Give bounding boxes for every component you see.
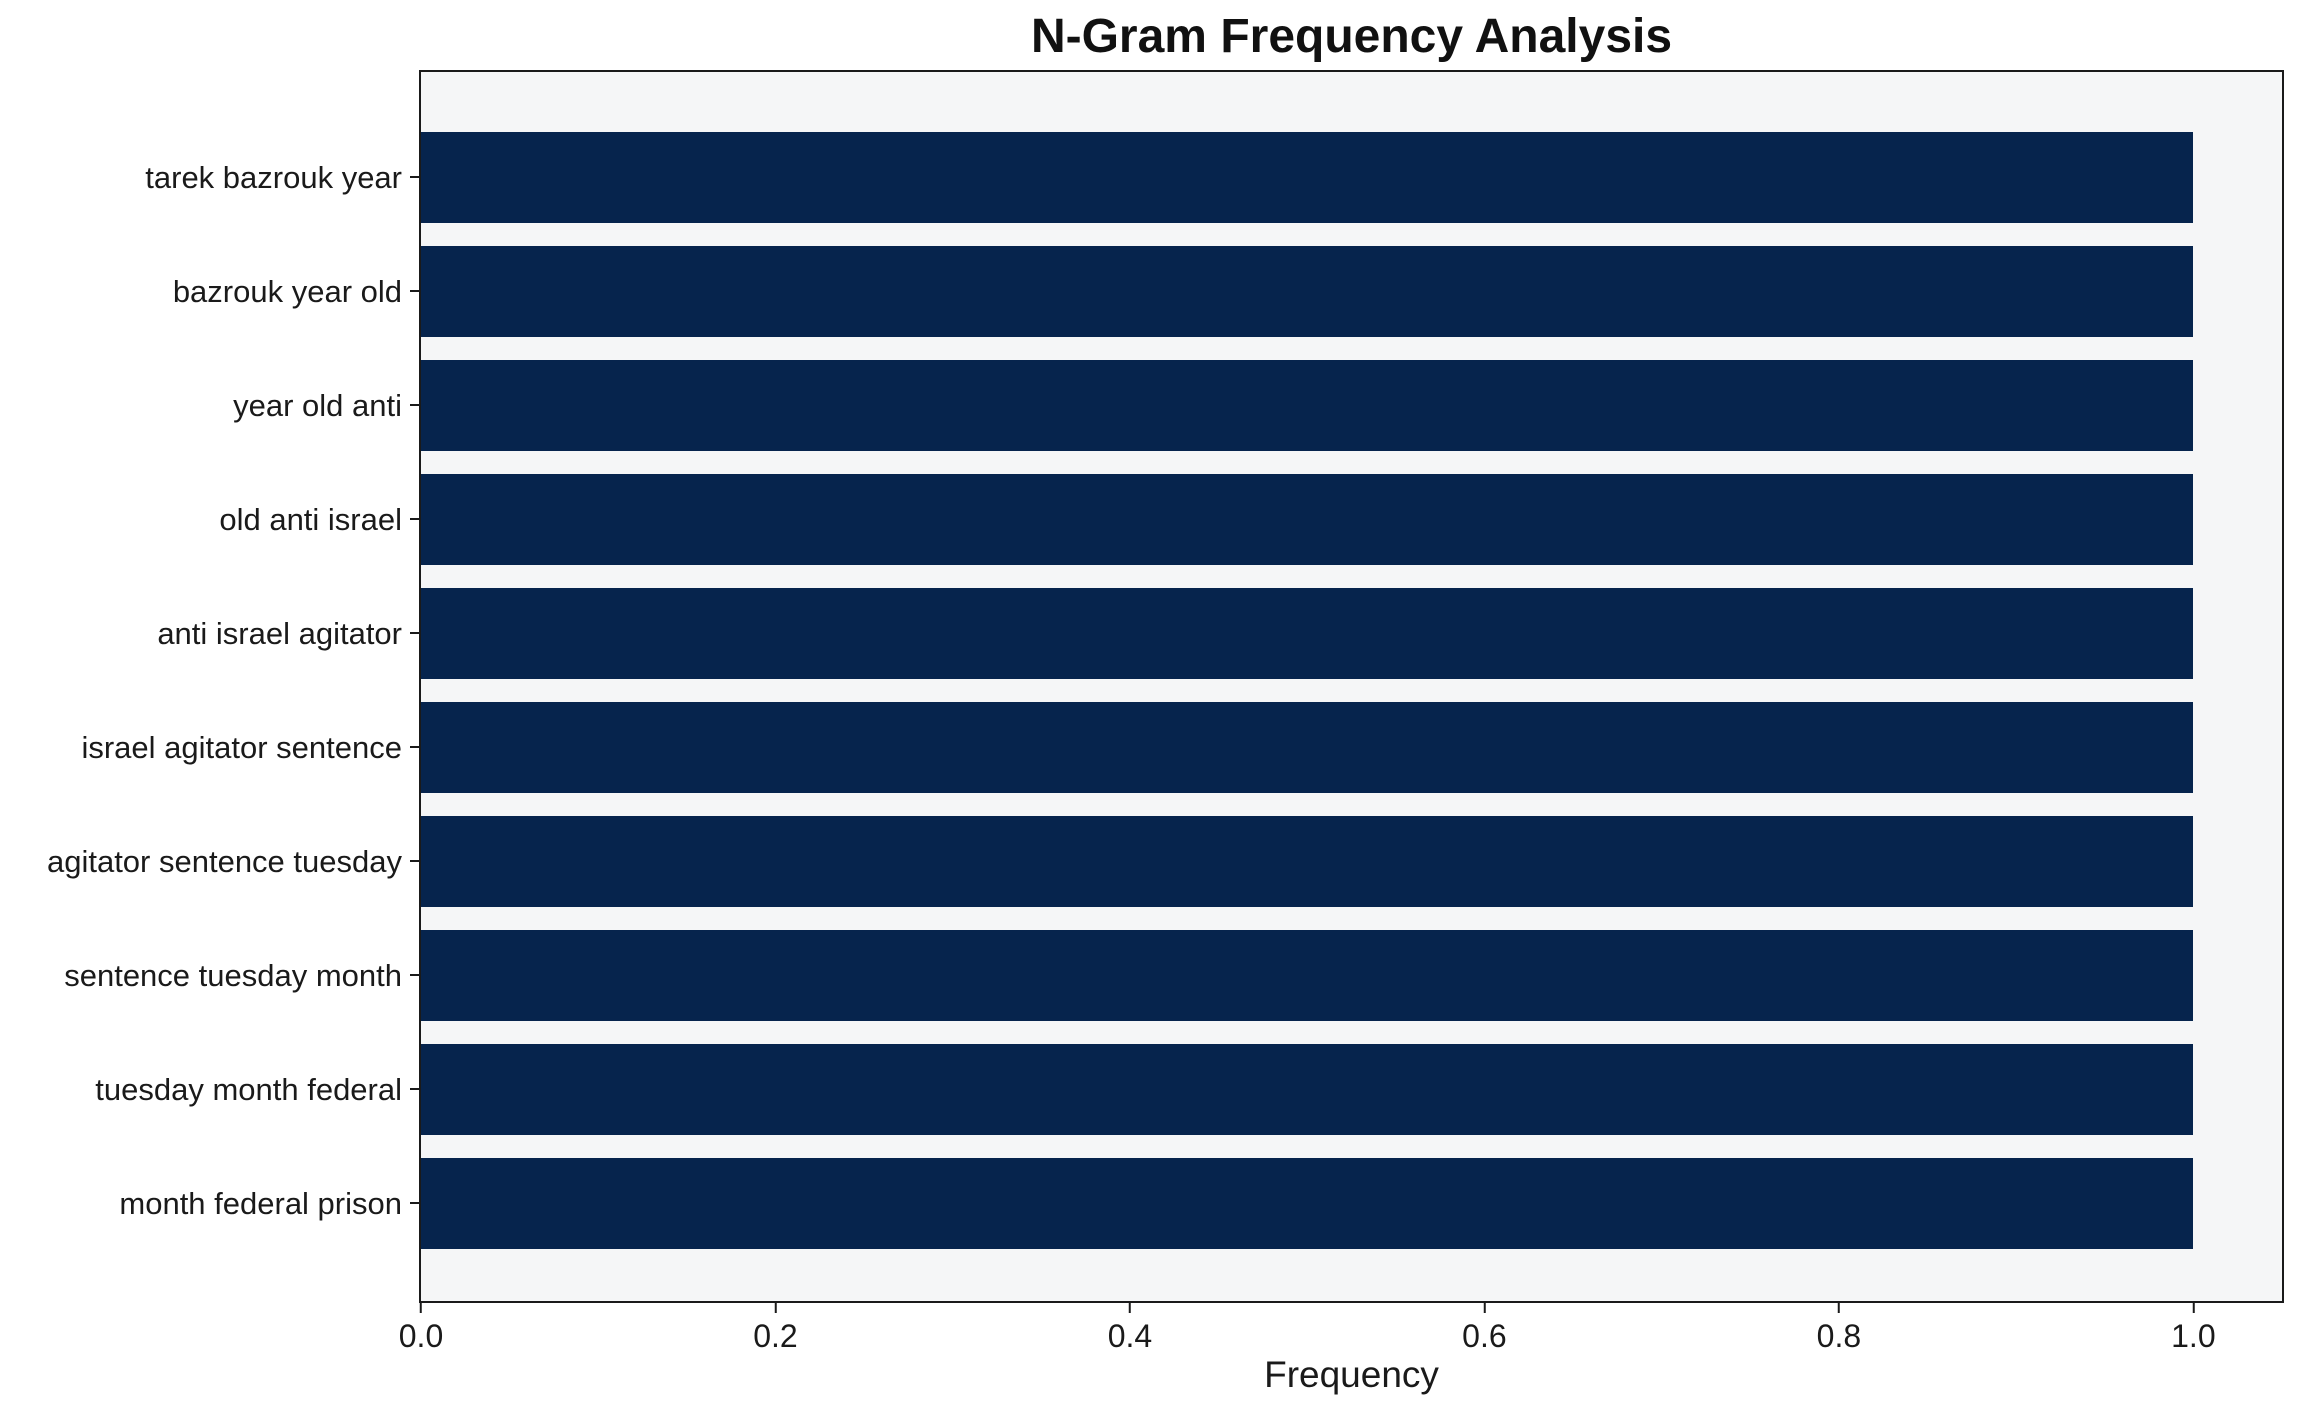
bar-series <box>421 72 2282 1301</box>
bar <box>421 929 2194 1021</box>
bar-row <box>421 918 2282 1032</box>
x-tick: 0.2 <box>753 1303 798 1354</box>
x-tick-mark <box>1483 1303 1486 1313</box>
bar-row <box>421 120 2282 234</box>
bar <box>421 587 2194 679</box>
y-tick-label: year old anti <box>233 387 402 423</box>
y-tick-row: month federal prison <box>0 1146 419 1260</box>
bar <box>421 1043 2194 1135</box>
bar-row <box>421 462 2282 576</box>
y-tick-label: israel agitator sentence <box>81 729 402 765</box>
bar <box>421 815 2194 907</box>
bar <box>421 131 2194 223</box>
y-tick-mark <box>410 1202 419 1204</box>
x-tick-mark <box>419 1303 422 1313</box>
y-tick-label: sentence tuesday month <box>64 957 402 993</box>
bar-row <box>421 1146 2282 1260</box>
y-tick-mark <box>410 404 419 406</box>
bar-row <box>421 804 2282 918</box>
bar-row <box>421 576 2282 690</box>
x-tick-label: 1.0 <box>2171 1318 2216 1354</box>
x-tick-mark <box>774 1303 777 1313</box>
x-tick: 1.0 <box>2171 1303 2216 1354</box>
x-axis-label: Frequency <box>1264 1354 1439 1395</box>
bar-row <box>421 690 2282 804</box>
bar-row <box>421 1032 2282 1146</box>
y-tick-row: tuesday month federal <box>0 1032 419 1146</box>
x-tick-label: 0.0 <box>398 1318 444 1354</box>
x-tick: 0.0 <box>399 1303 443 1352</box>
x-tick: 0.6 <box>1462 1303 1507 1354</box>
x-tick: 0.8 <box>1817 1303 1861 1352</box>
y-tick-row: sentence tuesday month <box>0 918 419 1032</box>
bar <box>421 1157 2194 1249</box>
bar <box>421 359 2194 451</box>
x-tick-mark <box>1128 1303 1131 1313</box>
x-tick-label: 0.8 <box>1816 1318 1862 1354</box>
x-tick-label: 0.2 <box>753 1318 798 1354</box>
y-tick-mark <box>410 974 419 976</box>
y-tick-label: tuesday month federal <box>95 1071 402 1107</box>
bar <box>421 473 2194 565</box>
y-tick-label: anti israel agitator <box>157 615 402 651</box>
y-tick-label: month federal prison <box>119 1185 402 1221</box>
y-tick-mark <box>410 518 419 520</box>
y-tick-mark <box>410 632 419 634</box>
y-tick-row: bazrouk year old <box>0 234 419 348</box>
x-tick-mark <box>2192 1303 2195 1313</box>
bar-row <box>421 348 2282 462</box>
y-tick-label: tarek bazrouk year <box>145 159 402 195</box>
bar-row <box>421 234 2282 348</box>
y-tick-label: agitator sentence tuesday <box>46 843 402 879</box>
x-axis: 0.0 0.2 0.4 0.6 0.8 1.0 <box>399 1303 2282 1363</box>
x-tick-mark <box>1837 1303 1840 1313</box>
y-tick-row: agitator sentence tuesday <box>0 804 419 918</box>
y-axis: tarek bazrouk year bazrouk year old year o… <box>0 72 419 1301</box>
y-tick-label: old anti israel <box>219 501 402 537</box>
chart-title: N-Gram Frequency Analysis <box>1030 10 1673 63</box>
y-tick-mark <box>410 860 419 862</box>
x-tick-label: 0.4 <box>1107 1318 1153 1354</box>
y-tick-mark <box>410 176 419 178</box>
bar <box>421 245 2194 337</box>
x-tick: 0.4 <box>1108 1303 1152 1352</box>
y-tick-label: bazrouk year old <box>172 273 402 309</box>
y-tick-row: tarek bazrouk year <box>0 120 419 234</box>
y-tick-row: israel agitator sentence <box>0 690 419 804</box>
x-tick-label: 0.6 <box>1462 1318 1507 1354</box>
y-tick-row: anti israel agitator <box>0 576 419 690</box>
y-tick-mark <box>410 1088 419 1090</box>
y-tick-mark <box>410 746 419 748</box>
y-tick-row: old anti israel <box>0 462 419 576</box>
plot-area <box>419 70 2284 1303</box>
y-tick-mark <box>410 290 419 292</box>
bar <box>421 701 2194 793</box>
y-tick-row: year old anti <box>0 348 419 462</box>
